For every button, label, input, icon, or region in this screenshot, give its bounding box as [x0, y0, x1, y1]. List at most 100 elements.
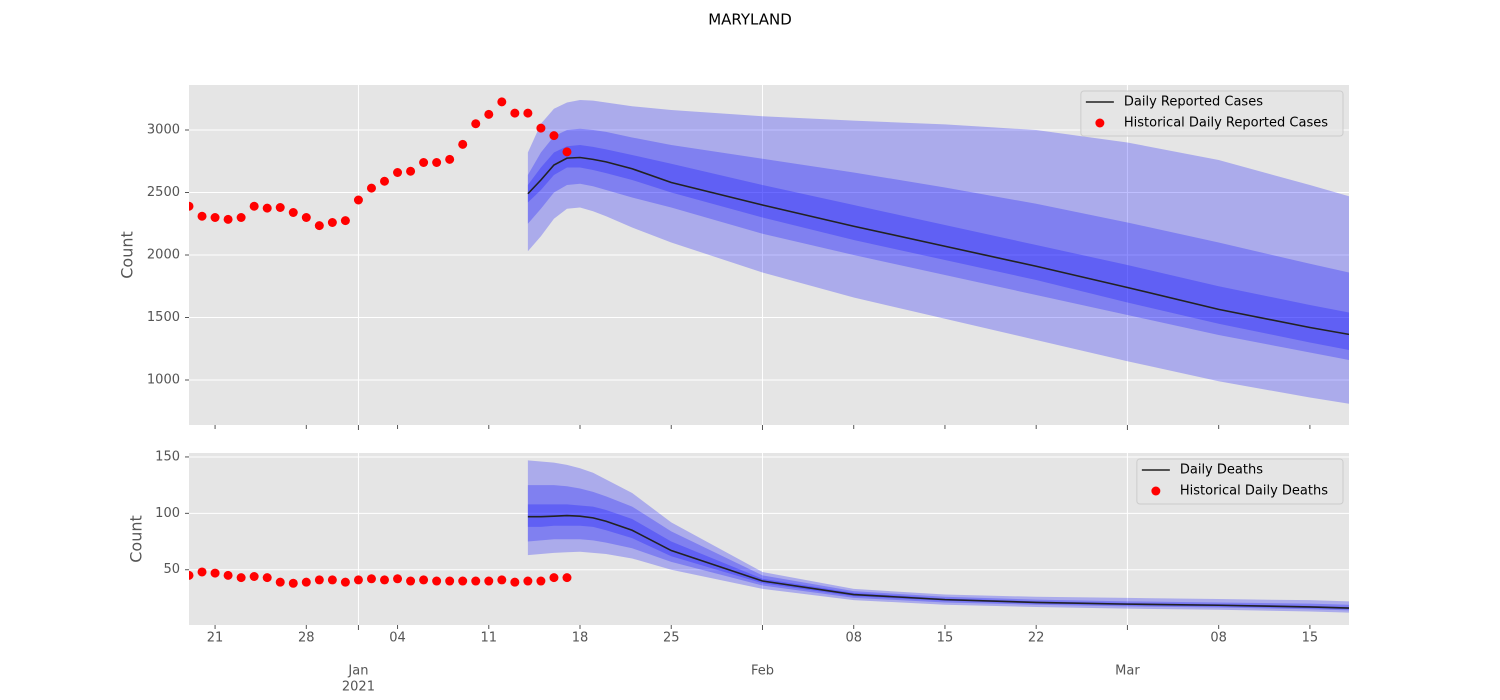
uncertainty-band: [527, 145, 1349, 350]
y-axis-label: Count: [118, 231, 137, 279]
historical-point: [445, 154, 455, 164]
legend-label: Historical Daily Deaths: [1180, 484, 1328, 499]
legend-box: [1136, 458, 1344, 505]
y-tick-label: 150: [155, 449, 180, 464]
historical-point: [471, 119, 481, 129]
plot-area: [189, 97, 1349, 404]
x-tick-label: 04: [389, 631, 406, 646]
historical-point: [275, 203, 285, 212]
historical-point: [380, 176, 390, 186]
historical-point: [249, 201, 259, 211]
historical-point: [262, 573, 272, 583]
historical-point: [301, 577, 311, 587]
historical-point: [497, 575, 507, 585]
historical-point: [236, 573, 246, 583]
historical-point: [249, 572, 259, 582]
historical-point: [406, 576, 416, 586]
historical-point: [353, 195, 363, 205]
y-tick-label: 2500: [147, 185, 180, 200]
historical-point: [288, 578, 298, 588]
y-tick-label: 100: [155, 506, 180, 521]
historical-point: [327, 218, 337, 227]
historical-point: [549, 131, 559, 141]
historical-point: [432, 576, 442, 586]
historical-point: [380, 575, 390, 585]
x-tick-label: 22: [1028, 631, 1045, 646]
historical-point: [223, 214, 233, 224]
historical-point: [314, 221, 324, 231]
x-tick-label: 11: [481, 631, 498, 646]
historical-point: [210, 568, 220, 578]
uncertainty-band: [527, 100, 1349, 404]
forecast-line: [527, 156, 1349, 336]
x-tick-label: 28: [298, 631, 315, 646]
historical-point: [497, 97, 507, 107]
legend-label: Historical Daily Reported Cases: [1124, 116, 1328, 131]
historical-point: [432, 158, 442, 167]
historical-point: [510, 108, 520, 118]
legend-label: Daily Reported Cases: [1124, 95, 1263, 110]
y-axis-label: Count: [127, 515, 146, 563]
historical-point: [262, 203, 272, 213]
historical-point: [223, 570, 233, 580]
historical-point: [393, 574, 403, 584]
plot-area: [189, 460, 1349, 613]
historical-point: [536, 123, 546, 133]
historical-point: [366, 574, 376, 584]
historical-point: [458, 576, 468, 586]
historical-point: [458, 139, 468, 149]
historical-point: [536, 576, 546, 586]
x-major-label: Jan: [347, 664, 368, 679]
historical-point: [549, 573, 559, 583]
historical-point: [471, 576, 481, 586]
legend-box: [1080, 90, 1344, 137]
historical-point: [340, 577, 350, 587]
x-tick-label: 15: [1302, 631, 1319, 646]
historical-point: [236, 213, 246, 222]
legend-marker: [1151, 486, 1161, 496]
historical-point: [393, 168, 403, 177]
historical-point: [445, 576, 455, 586]
historical-point: [510, 577, 520, 587]
x-major-label: Feb: [751, 664, 774, 679]
historical-point: [353, 575, 363, 585]
y-tick-label: 1500: [147, 310, 180, 325]
historical-point: [523, 576, 533, 586]
y-tick-label: 1000: [147, 373, 180, 388]
x-tick-label: 08: [845, 631, 862, 646]
historical-point: [327, 575, 337, 585]
historical-point: [484, 576, 494, 586]
legend-marker: [1095, 118, 1105, 128]
historical-point: [366, 183, 376, 193]
historical-point: [484, 109, 494, 119]
historical-point: [189, 201, 194, 211]
x-major-label: Mar: [1115, 664, 1140, 679]
x-tick-label: 08: [1210, 631, 1227, 646]
historical-point: [275, 577, 285, 587]
forecast-line: [527, 514, 1349, 609]
historical-point: [301, 213, 311, 222]
historical-point: [562, 573, 572, 583]
x-tick-label: 18: [572, 631, 589, 646]
y-tick-label: 50: [163, 562, 180, 577]
historical-point: [210, 213, 220, 222]
x-tick-label: 21: [207, 631, 224, 646]
historical-point: [314, 575, 324, 585]
historical-point: [189, 570, 194, 580]
historical-point: [406, 166, 416, 176]
historical-point: [340, 216, 350, 226]
y-tick-label: 3000: [147, 123, 180, 138]
figure-title: MARYLAND: [708, 11, 792, 29]
uncertainty-band: [527, 460, 1349, 613]
x-tick-label: 15: [937, 631, 954, 646]
historical-point: [197, 567, 207, 577]
historical-point: [419, 575, 429, 585]
historical-point: [197, 211, 207, 221]
x-year-label: 2021: [342, 680, 375, 695]
historical-point: [562, 147, 572, 157]
historical-point: [523, 108, 533, 118]
x-tick-label: 25: [663, 631, 680, 646]
historical-point: [288, 208, 298, 217]
uncertainty-band: [527, 485, 1349, 611]
